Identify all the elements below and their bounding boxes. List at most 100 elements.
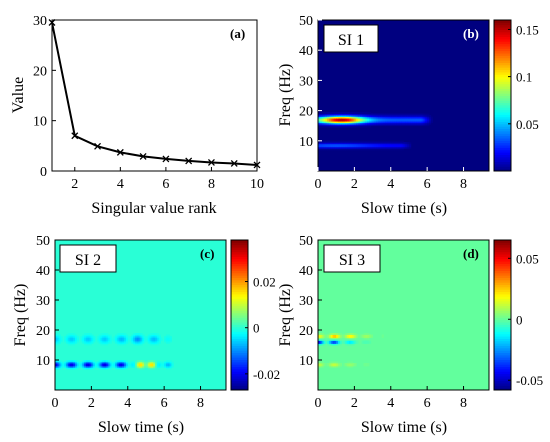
colorbar-swatch [494, 277, 511, 281]
heatmap-cell [325, 113, 328, 116]
heatmap-cell [321, 146, 324, 149]
heatmap-cell [330, 337, 333, 340]
heatmap-cell [339, 342, 343, 344]
heatmap-cell [75, 367, 78, 370]
heatmap-cell [111, 337, 114, 340]
heatmap-cell [343, 140, 346, 143]
heatmap-cell [136, 333, 140, 335]
heatmap-cell [104, 363, 107, 365]
colorbar-swatch [494, 300, 511, 304]
heatmap-cell [401, 118, 404, 121]
heatmap-cell [336, 145, 339, 148]
heatmap-cell [323, 148, 326, 151]
heatmap-cell [358, 113, 361, 116]
heatmap-cell [359, 124, 363, 127]
heatmap-cell [109, 334, 112, 337]
heatmap-cell [102, 337, 105, 340]
heatmap-cell [95, 361, 98, 364]
heatmap-cell [336, 336, 339, 338]
heatmap-cell [341, 146, 344, 149]
heatmap-cell [376, 116, 379, 119]
heatmap-cell [319, 145, 323, 148]
heatmap-cell [131, 361, 134, 364]
heatmap-cell [319, 343, 323, 346]
heatmap-cell [383, 143, 386, 146]
heatmap-cell [394, 146, 397, 149]
heatmap-cell [396, 122, 399, 125]
heatmap-cell [147, 339, 150, 341]
heatmap-cell [93, 339, 96, 341]
heatmap-cell [109, 364, 112, 367]
heatmap-cell [334, 366, 337, 368]
heatmap-cell [144, 336, 147, 338]
heatmap-cell [339, 119, 343, 122]
heatmap-cell [102, 366, 105, 368]
heatmap-cell [140, 364, 143, 367]
heatmap-cell [75, 339, 78, 341]
heatmap-cell [118, 360, 121, 362]
heatmap-cell [167, 336, 171, 338]
heatmap-cell [115, 342, 118, 344]
heatmap-cell [69, 336, 72, 338]
heatmap-cell [356, 143, 359, 146]
heatmap-cell [319, 143, 323, 146]
heatmap-cell [120, 343, 123, 346]
heatmap-cell [323, 140, 326, 143]
heatmap-cell [347, 334, 350, 337]
heatmap-cell [419, 115, 423, 118]
heatmap-cell [383, 140, 386, 143]
heatmap-cell [401, 143, 404, 146]
heatmap-cell [421, 124, 424, 127]
heatmap-cell [398, 118, 401, 121]
y-tick-label: 20 [299, 105, 313, 120]
heatmap-cell [345, 334, 348, 337]
heatmap-cell [363, 340, 366, 343]
heatmap-cell [387, 146, 390, 149]
heatmap-cell [365, 333, 368, 335]
heatmap-cell [113, 339, 116, 341]
heatmap-cell [75, 336, 78, 338]
heatmap-cell [116, 360, 120, 362]
heatmap-cell [354, 337, 357, 340]
heatmap-cell [332, 125, 335, 128]
heatmap-cell [385, 140, 388, 143]
heatmap-cell [412, 113, 415, 116]
heatmap-cell [401, 121, 404, 124]
colorbar-swatch [494, 154, 511, 158]
heatmap-cell [135, 343, 138, 346]
heatmap-cell [361, 140, 364, 143]
heatmap-cell [365, 342, 368, 344]
heatmap-cell [319, 112, 323, 115]
heatmap-cell [328, 113, 332, 116]
colorbar-swatch [231, 258, 248, 262]
heatmap-cell [352, 342, 355, 344]
heatmap-cell [109, 363, 112, 365]
heatmap-cell [330, 361, 333, 364]
heatmap-cell [62, 361, 65, 364]
heatmap-cell [418, 122, 421, 125]
heatmap-cell [339, 333, 343, 335]
heatmap-cell [345, 363, 348, 365]
colorbar-swatch [494, 64, 511, 68]
heatmap-cell [104, 366, 107, 368]
heatmap-cell [407, 118, 410, 121]
heatmap-cell [376, 115, 379, 118]
heatmap-cell [138, 333, 141, 335]
heatmap-cell [354, 143, 357, 146]
heatmap-cell [321, 148, 324, 151]
heatmap-cell [348, 116, 352, 119]
heatmap-cell [354, 113, 357, 116]
heatmap-cell [73, 367, 76, 370]
heatmap-cell [347, 336, 350, 338]
heatmap-cell [365, 124, 368, 127]
colorbar-swatch [231, 345, 248, 349]
heatmap-cell [82, 363, 85, 365]
heatmap-cell [332, 334, 335, 337]
heatmap-cell [142, 334, 145, 337]
heatmap-cell [56, 340, 60, 343]
heatmap-cell [407, 119, 410, 122]
heatmap-cell [368, 342, 372, 344]
heatmap-cell [405, 122, 408, 125]
